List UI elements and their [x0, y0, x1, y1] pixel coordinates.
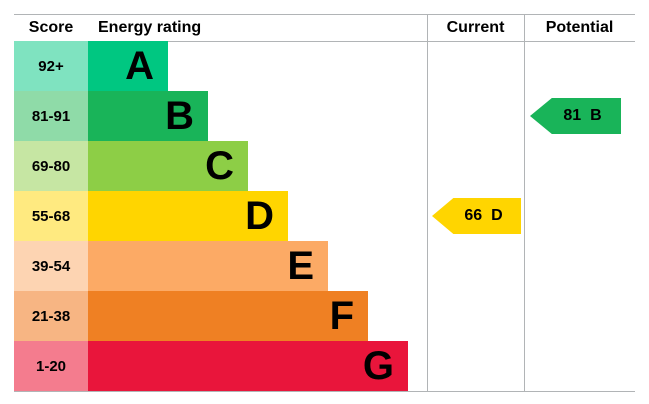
band-bar-e: E: [88, 241, 328, 291]
band-score-range: 81-91: [14, 91, 88, 141]
band-row-b: 81-91 B: [0, 91, 649, 141]
current-rating-arrow: 66 D: [432, 198, 521, 234]
band-row-a: 92+ A: [0, 41, 649, 91]
band-bar-f: F: [88, 291, 368, 341]
band-letter: G: [362, 344, 394, 388]
band-letter: F: [329, 294, 354, 338]
band-score-range: 39-54: [14, 241, 88, 291]
header-energy-rating: Energy rating: [98, 18, 202, 36]
potential-rating-arrow: 81 B: [530, 98, 621, 134]
band-bar-d: D: [88, 191, 288, 241]
band-letter: A: [125, 44, 154, 88]
header-current: Current: [446, 18, 505, 36]
band-score-range: 92+: [14, 41, 88, 91]
current-rating-value: 66: [464, 207, 483, 224]
potential-column-divider: [524, 14, 525, 392]
band-rows: 92+ A 81-91 B 69-80 C 55-68 D 39-54 E 21…: [0, 41, 649, 391]
band-letter: D: [245, 194, 274, 238]
band-row-d: 55-68 D: [0, 191, 649, 241]
current-column-divider: [427, 14, 428, 392]
band-row-g: 1-20 G: [0, 341, 649, 391]
band-row-e: 39-54 E: [0, 241, 649, 291]
band-score-range: 1-20: [14, 341, 88, 391]
band-letter: E: [287, 244, 314, 288]
table-header: Score Energy rating Current Potential: [0, 14, 649, 41]
band-bar-b: B: [88, 91, 208, 141]
header-divider-line: [14, 41, 635, 42]
potential-rating-value: 81: [563, 107, 582, 124]
band-bar-c: C: [88, 141, 248, 191]
band-bar-a: A: [88, 41, 168, 91]
top-border-line: [14, 14, 635, 15]
band-score-range: 21-38: [14, 291, 88, 341]
band-row-c: 69-80 C: [0, 141, 649, 191]
band-score-range: 69-80: [14, 141, 88, 191]
band-letter: B: [165, 94, 194, 138]
header-score: Score: [28, 18, 74, 36]
bottom-border-line: [14, 391, 635, 392]
band-score-range: 55-68: [14, 191, 88, 241]
band-bar-g: G: [88, 341, 408, 391]
header-potential: Potential: [545, 18, 614, 36]
current-rating-letter: D: [491, 207, 503, 224]
band-letter: C: [205, 144, 234, 188]
band-row-f: 21-38 F: [0, 291, 649, 341]
potential-rating-letter: B: [590, 107, 602, 124]
